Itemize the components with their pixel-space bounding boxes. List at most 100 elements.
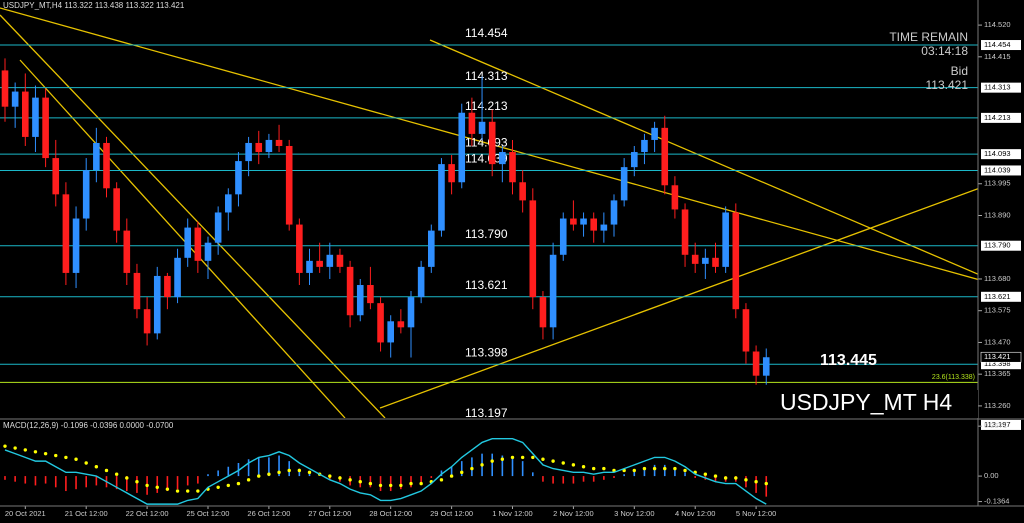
candle-body [133, 272, 141, 310]
signal-dot [581, 465, 586, 469]
signal-dot [165, 487, 170, 491]
candle-body [549, 254, 557, 328]
x-tick-label: 20 Oct 2021 [5, 509, 46, 518]
candle-body [438, 164, 445, 231]
signal-dot [145, 483, 149, 488]
candle-body [326, 254, 334, 267]
candle-body [529, 200, 537, 298]
level-box [981, 82, 1021, 93]
trend-line [429, 39, 978, 275]
signal-dot [703, 472, 708, 476]
signal-dot [3, 444, 7, 448]
signal-dot [267, 472, 271, 476]
signal-dot [409, 481, 413, 486]
signal-dot [378, 483, 383, 488]
signal-dot [642, 466, 647, 471]
candle-body [1, 70, 9, 107]
y-tick-label: 114.520 [984, 20, 1011, 29]
level-box-label: 113.398 [984, 359, 1011, 368]
signal-dot [449, 474, 454, 478]
y-tick-label: 114.415 [984, 52, 1011, 61]
candle-body [184, 227, 191, 258]
bid-box-label: 113.421 [984, 352, 1011, 361]
signal-dot [54, 453, 58, 458]
signal-dot [490, 459, 494, 463]
signal-dot [470, 466, 474, 471]
candle-body [72, 218, 80, 273]
level-label: 113.621 [465, 278, 508, 292]
candle-body [580, 218, 587, 225]
signal-dot [571, 463, 576, 467]
candle-body [458, 112, 466, 183]
signal-dot [23, 448, 27, 452]
x-tick-label: 21 Oct 12:00 [65, 509, 108, 518]
x-tick-label: 2 Nov 12:00 [553, 509, 593, 518]
signal-dot [287, 468, 291, 473]
candle-body [265, 139, 273, 153]
candle-body [539, 297, 547, 328]
x-tick-label: 3 Nov 12:00 [614, 509, 654, 518]
signal-dot [216, 485, 220, 490]
candle-body [336, 254, 344, 267]
signal-dot [723, 476, 728, 480]
candle-body [42, 97, 49, 159]
level-box-label: 114.093 [984, 149, 1011, 158]
axes: 114.520 114.415 113.995 113.890 113.680 113.5… [5, 20, 1022, 518]
signal-dot [500, 457, 505, 461]
candle-body [346, 266, 354, 316]
macd-title: MACD(12,26,9) -0.1096 -0.0396 0.0000 -0.… [3, 421, 174, 430]
level-label: 113.790 [465, 227, 508, 241]
candle-body [417, 266, 425, 298]
signal-dot [307, 470, 312, 475]
level-box-label: 114.313 [984, 83, 1011, 92]
candle-body [52, 158, 60, 195]
candle-body [448, 164, 455, 183]
signal-dot [439, 478, 444, 482]
level-box [981, 165, 1021, 176]
trend-line [379, 188, 978, 409]
x-tick-label: 29 Oct 12:00 [430, 509, 473, 518]
candle-body [691, 254, 699, 264]
candle-body [62, 194, 70, 273]
signal-dot [74, 457, 78, 461]
level-box-label: 114.454 [984, 40, 1011, 49]
candle-body [570, 218, 577, 225]
candle-body [82, 170, 90, 219]
signal-dot [277, 470, 281, 475]
level-label: 114.454 [465, 26, 508, 40]
x-tick-label: 26 Oct 12:00 [247, 509, 290, 518]
candle-body [214, 212, 222, 243]
bid-box [980, 351, 1022, 363]
candle-body [245, 142, 252, 162]
candle-body [123, 230, 131, 273]
x-tick-label: 5 Nov 12:00 [736, 509, 776, 518]
signal-dot [135, 479, 139, 484]
candle-body [681, 209, 689, 255]
candle-body [235, 161, 242, 195]
symbol-background [774, 390, 978, 418]
level-box-label: 114.213 [984, 113, 1011, 122]
level-box [981, 112, 1021, 123]
candle-body [488, 121, 496, 165]
candle-body [32, 97, 39, 137]
candle-body [519, 182, 526, 201]
signal-dot [358, 479, 362, 484]
symbol-label: USDJPY_MT H4 [780, 389, 952, 415]
candle-body [610, 200, 618, 225]
candle-body [204, 242, 212, 261]
signal-dot [683, 468, 687, 473]
candle-body [641, 139, 648, 153]
level-label: 114.313 [465, 69, 508, 83]
level-label: 113.398 [465, 345, 508, 359]
candle-body [702, 257, 709, 264]
candle-body [468, 112, 476, 134]
candle-body [387, 321, 394, 343]
signal-dot [663, 466, 667, 471]
level-box [981, 419, 1021, 430]
candle-body [174, 257, 181, 298]
signal-dot [389, 483, 393, 488]
candle-body [600, 224, 608, 231]
signal-dot [399, 483, 403, 488]
